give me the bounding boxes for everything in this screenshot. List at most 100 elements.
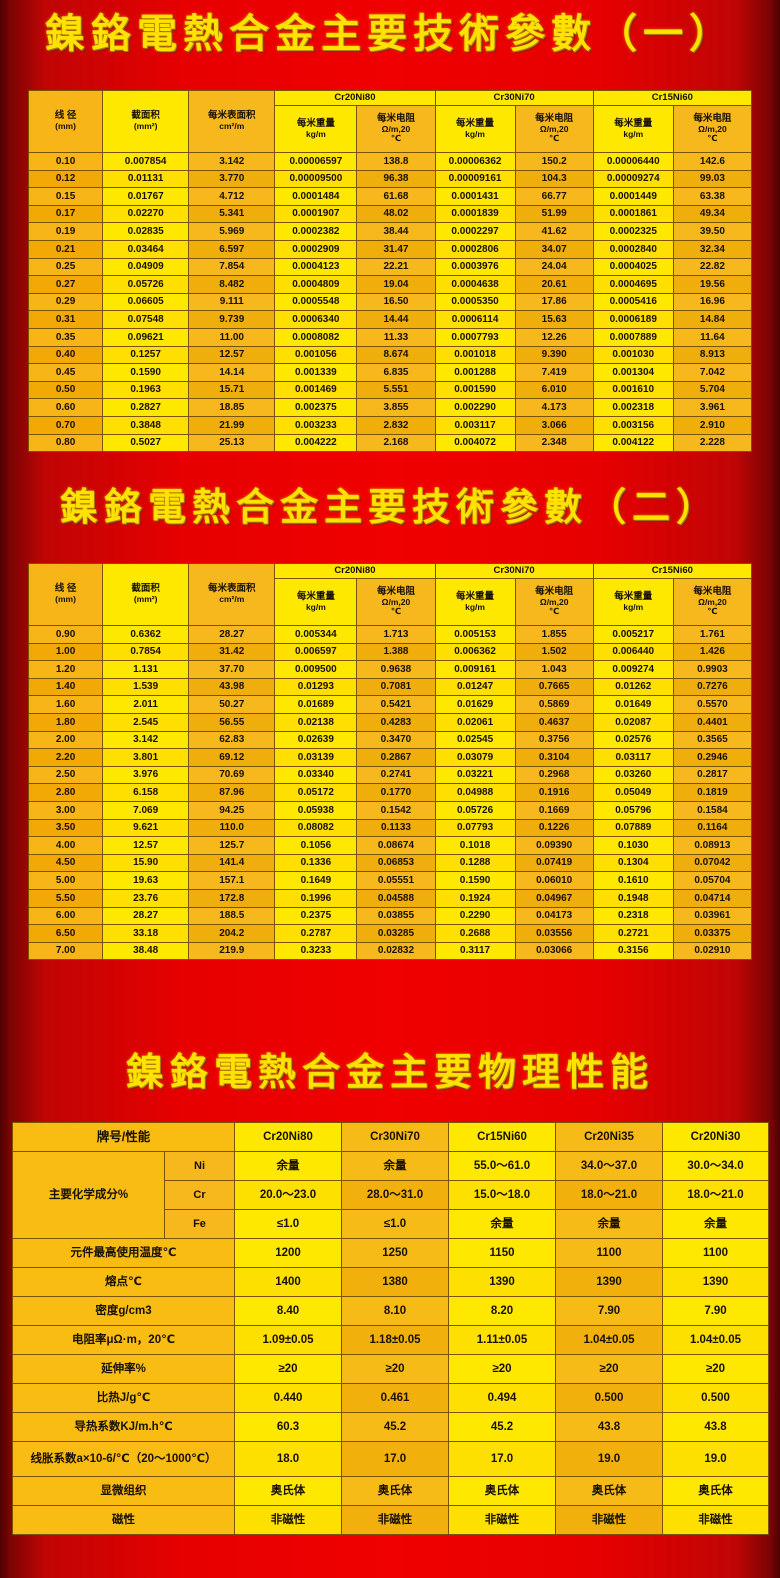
cell-weight-cr30ni70: 0.001590 — [434, 380, 516, 400]
cell-cross-section: 9.621 — [102, 818, 190, 838]
row-header-property: 导热系数KJ/m.h℃ — [11, 1412, 236, 1442]
cell-weight-cr30ni70: 0.001288 — [434, 363, 516, 382]
cell-weight-cr30ni70: 0.1018 — [434, 836, 516, 855]
cell-weight-cr20ni80: 0.0004809 — [274, 275, 358, 294]
cell-cr30ni70-fe: ≤1.0 — [341, 1209, 450, 1239]
cell-resistance-cr15ni60: 0.9903 — [672, 660, 753, 679]
cell-cr15ni60-value: 17.0 — [448, 1441, 557, 1477]
table-row: 0.80 0.5027 25.13 0.004222 2.168 0.004072 2.34… — [27, 433, 753, 453]
cell-weight-cr20ni80: 0.0008082 — [274, 327, 358, 347]
cell-surface-area: 9.111 — [188, 292, 276, 312]
cell-resistance-cr20ni80: 0.1133 — [356, 818, 436, 838]
cell-resistance-cr20ni80: 61.68 — [356, 187, 436, 206]
cell-wire-diameter: 0.19 — [27, 222, 104, 241]
cell-resistance-cr20ni80: 14.44 — [356, 310, 436, 329]
cell-weight-cr20ni80: 0.00009500 — [274, 169, 358, 189]
cell-cr20ni80-value: 8.40 — [234, 1296, 343, 1326]
col-header-weight-2: 每米重量 kg/m — [434, 105, 516, 153]
col-header-cross-section: 截面积 (mm²) — [102, 563, 190, 626]
cell-surface-area: 69.12 — [188, 748, 276, 767]
cell-weight-cr15ni60: 0.0001449 — [592, 187, 674, 206]
cell-cr15ni60-value: 0.494 — [448, 1383, 557, 1413]
cell-cross-section: 0.01131 — [102, 169, 190, 189]
cell-resistance-cr15ni60: 2.910 — [672, 415, 753, 435]
cell-cross-section: 0.6362 — [102, 625, 190, 644]
table-row: 0.15 0.01767 4.712 0.0001484 61.68 0.0001431 6… — [27, 187, 753, 206]
cell-weight-cr30ni70: 0.0001431 — [434, 187, 516, 206]
cell-resistance-cr20ni80: 0.1542 — [356, 800, 436, 820]
cell-resistance-cr30ni70: 1.502 — [514, 642, 594, 662]
cell-cross-section: 0.02835 — [102, 222, 190, 241]
cell-resistance-cr20ni80: 5.551 — [356, 380, 436, 400]
cell-resistance-cr15ni60: 0.03961 — [672, 906, 753, 926]
table-row: 0.90 0.6362 28.27 0.005344 1.713 0.005153 1.85… — [27, 625, 753, 644]
cell-resistance-cr15ni60: 63.38 — [672, 187, 753, 206]
cell-resistance-cr30ni70: 9.390 — [514, 345, 594, 365]
cell-cr20ni35-fe: 余量 — [555, 1209, 664, 1239]
cell-resistance-cr15ni60: 0.2817 — [672, 765, 753, 785]
table-row: 0.45 0.1590 14.14 0.001339 6.835 0.001288 7.41… — [27, 363, 753, 382]
cell-resistance-cr15ni60: 1.761 — [672, 625, 753, 644]
cell-weight-cr15ni60: 0.02087 — [592, 712, 674, 732]
cell-surface-area: 25.13 — [188, 433, 276, 453]
corner-header-grade-property: 牌号/性能 — [11, 1122, 236, 1152]
cell-surface-area: 15.71 — [188, 380, 276, 400]
cell-resistance-cr15ni60: 99.03 — [672, 169, 753, 189]
cell-cr30ni70-value: 1250 — [341, 1238, 450, 1268]
cell-weight-cr30ni70: 0.0004638 — [434, 275, 516, 294]
cell-weight-cr30ni70: 0.002290 — [434, 398, 516, 417]
row-header-property: 熔点℃ — [11, 1267, 236, 1297]
cell-wire-diameter: 2.80 — [27, 783, 104, 802]
cell-resistance-cr20ni80: 22.21 — [356, 257, 436, 277]
cell-weight-cr15ni60: 0.2318 — [592, 906, 674, 926]
cell-cross-section: 3.142 — [102, 730, 190, 750]
cell-cr15ni60-fe: 余量 — [448, 1209, 557, 1239]
cell-surface-area: 7.854 — [188, 257, 276, 277]
cell-weight-cr15ni60: 0.009274 — [592, 660, 674, 679]
cell-resistance-cr20ni80: 1.713 — [356, 625, 436, 644]
cell-weight-cr15ni60: 0.001030 — [592, 345, 674, 365]
cell-weight-cr30ni70: 0.0003976 — [434, 257, 516, 277]
cell-wire-diameter: 0.50 — [27, 380, 104, 400]
col-header-resistance-3: 每米电阻 Ω/m,20 ℃ — [672, 578, 753, 626]
cell-resistance-cr15ni60: 14.84 — [672, 310, 753, 329]
cell-cr20ni30-value: ≥20 — [662, 1354, 770, 1384]
cell-resistance-cr20ni80: 3.855 — [356, 398, 436, 417]
cell-resistance-cr20ni80: 0.2867 — [356, 748, 436, 767]
page-title-technical-parameters-1: 鎳鉻電熱合金主要技術參數（一） — [45, 10, 735, 57]
cell-cr20ni35-value: 非磁性 — [555, 1505, 664, 1535]
cell-cross-section: 0.007854 — [102, 152, 190, 171]
cell-resistance-cr20ni80: 0.4283 — [356, 712, 436, 732]
cell-wire-diameter: 0.21 — [27, 239, 104, 259]
cell-cr20ni35-value: ≥20 — [555, 1354, 664, 1384]
header-sub-row: 每米重量 kg/m 每米电阻 Ω/m,20 ℃ 每米重量 kg/m 每米电阻 Ω… — [29, 578, 753, 626]
cell-weight-cr20ni80: 0.1056 — [274, 836, 358, 855]
cell-resistance-cr20ni80: 0.05551 — [356, 871, 436, 890]
cell-weight-cr15ni60: 0.001610 — [592, 380, 674, 400]
cell-weight-cr20ni80: 0.2375 — [274, 906, 358, 926]
table-row: 6.00 28.27 188.5 0.2375 0.03855 0.2290 0.04173… — [27, 906, 753, 926]
table-row: 0.50 0.1963 15.71 0.001469 5.551 0.001590 6.01… — [27, 380, 753, 400]
table-row: 0.70 0.3848 21.99 0.003233 2.832 0.003117 3.06… — [27, 415, 753, 435]
table-row: 1.60 2.011 50.27 0.01689 0.5421 0.01629 0.5869… — [27, 695, 753, 714]
cell-weight-cr20ni80: 0.01293 — [274, 677, 358, 697]
cell-cr30ni70-value: 17.0 — [341, 1441, 450, 1477]
cell-wire-diameter: 0.31 — [27, 310, 104, 329]
cell-cr20ni80-value: 60.3 — [234, 1412, 343, 1442]
col-header-cr20ni30: Cr20Ni30 — [662, 1122, 770, 1152]
cell-weight-cr15ni60: 0.003156 — [592, 415, 674, 435]
table-row: 0.31 0.07548 9.739 0.0006340 14.44 0.0006114 1… — [27, 310, 753, 329]
col-header-weight-2: 每米重量 kg/m — [434, 578, 516, 626]
cell-wire-diameter: 0.17 — [27, 204, 104, 224]
cell-resistance-cr20ni80: 6.835 — [356, 363, 436, 382]
cell-weight-cr20ni80: 0.001056 — [274, 345, 358, 365]
cell-cr20ni80-value: 1200 — [234, 1238, 343, 1268]
table-body: 牌号/性能 Cr20Ni80 Cr30Ni70 Cr15Ni60 Cr20Ni35 Cr2… — [11, 1122, 770, 1535]
cell-cross-section: 0.09621 — [102, 327, 190, 347]
cell-cr20ni80-value: 奥氏体 — [234, 1476, 343, 1506]
cell-resistance-cr15ni60: 0.7276 — [672, 677, 753, 697]
cell-resistance-cr30ni70: 6.010 — [514, 380, 594, 400]
cell-resistance-cr30ni70: 0.4637 — [514, 712, 594, 732]
cell-weight-cr30ni70: 0.0005350 — [434, 292, 516, 312]
cell-wire-diameter: 1.20 — [27, 660, 104, 679]
